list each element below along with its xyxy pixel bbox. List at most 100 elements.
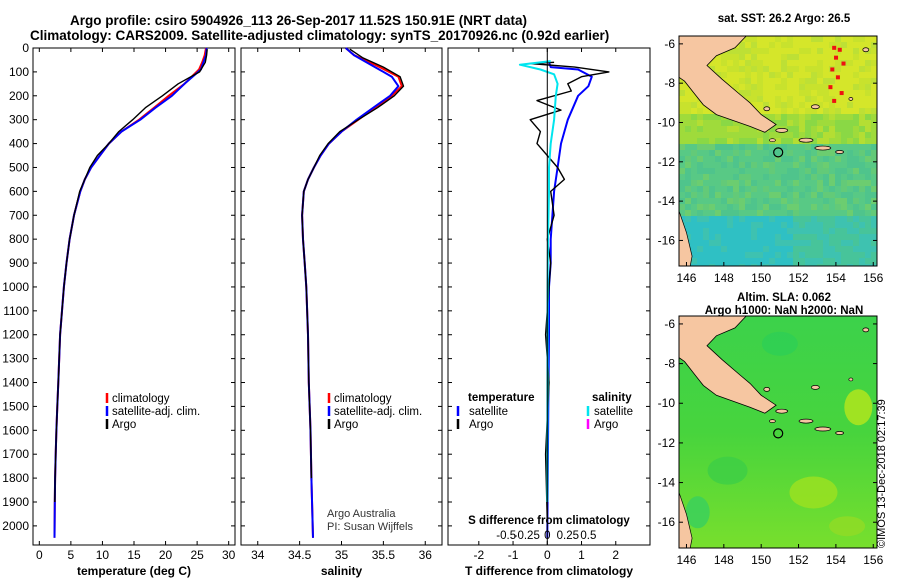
sst-cell — [781, 84, 787, 90]
sst-cell — [763, 204, 769, 210]
sst-cell — [871, 132, 877, 138]
sst-cell — [799, 222, 805, 228]
sst-cell — [715, 204, 721, 210]
sst-cell — [799, 240, 805, 246]
sst-cell — [841, 222, 847, 228]
sst-cell — [769, 246, 775, 252]
sst-cell — [697, 120, 703, 126]
sst-cell — [829, 246, 835, 252]
sst-cell — [787, 198, 793, 204]
sst-cell — [847, 174, 853, 180]
sst-cell — [817, 126, 823, 132]
sst_map-content — [679, 36, 877, 266]
sst-cell — [751, 222, 757, 228]
sst-cell — [763, 258, 769, 264]
sst-cell — [859, 102, 865, 108]
sst-cell — [775, 252, 781, 258]
sst-cell — [703, 138, 709, 144]
sst-cell — [739, 132, 745, 138]
sst-cell — [829, 132, 835, 138]
sst-cell — [691, 222, 697, 228]
sst-cell — [733, 78, 739, 84]
sst-cell — [787, 264, 793, 266]
sst-cell — [769, 102, 775, 108]
sst-cell — [715, 246, 721, 252]
sst-cell — [817, 72, 823, 78]
sst-cell — [871, 222, 877, 228]
sst-cell — [769, 96, 775, 102]
sst-cell — [679, 108, 685, 114]
sst-cell — [781, 36, 787, 42]
sst-cell — [721, 246, 727, 252]
sst-cell — [775, 216, 781, 222]
sst-cell — [811, 42, 817, 48]
sla_map-ytick-label: -12 — [658, 436, 676, 450]
sst-cell — [829, 252, 835, 258]
sst-cell — [769, 108, 775, 114]
sst-cell — [805, 156, 811, 162]
sla_map-ytick-label: -16 — [658, 515, 676, 529]
sst-cell — [691, 156, 697, 162]
sst-cell — [775, 234, 781, 240]
sst-cell — [799, 120, 805, 126]
sst-cell — [709, 258, 715, 264]
differences-xtick-label: 2 — [612, 548, 619, 562]
sst-cell — [823, 114, 829, 120]
sst-cell — [865, 108, 871, 114]
sst-cell — [835, 198, 841, 204]
sst-cell — [805, 126, 811, 132]
sst-cell — [805, 120, 811, 126]
sst-cell — [847, 126, 853, 132]
sst-cell — [733, 174, 739, 180]
sst-cell — [769, 126, 775, 132]
sst-cell — [739, 264, 745, 266]
sla_map-ytick-label: -10 — [658, 396, 676, 410]
sst-cell — [793, 42, 799, 48]
sst-cell — [679, 210, 685, 216]
sst-cell — [715, 228, 721, 234]
sst-cell — [769, 84, 775, 90]
sst-cell — [811, 222, 817, 228]
sst-cell — [847, 90, 853, 96]
sst-cell — [691, 96, 697, 102]
sst-cell — [853, 72, 859, 78]
sst-cell — [745, 228, 751, 234]
sst-cell — [829, 168, 835, 174]
sla-anomaly-blob — [829, 516, 866, 537]
sst-cell — [697, 192, 703, 198]
sst_map-float-marker — [773, 147, 784, 158]
sst-cell — [793, 90, 799, 96]
sst-cell — [799, 174, 805, 180]
sst-cell — [775, 42, 781, 48]
sst-cell — [823, 48, 829, 54]
sst-cell — [793, 198, 799, 204]
salinity-series-0 — [301, 47, 403, 538]
sst-cell — [739, 198, 745, 204]
sst-cell — [757, 48, 763, 54]
sst-cell — [853, 132, 859, 138]
sst-cell — [817, 36, 823, 42]
sst-cell — [709, 246, 715, 252]
sst-cell — [799, 102, 805, 108]
sst-cell — [781, 108, 787, 114]
sst-cell — [787, 54, 793, 60]
sst-cell — [835, 138, 841, 144]
land-island — [848, 97, 854, 101]
sst-cell — [685, 132, 691, 138]
sst-cell — [697, 108, 703, 114]
sst-cell — [679, 96, 685, 102]
sst-cell — [811, 126, 817, 132]
sst-cell — [721, 240, 727, 246]
sst-cell — [811, 78, 817, 84]
sst-cell — [751, 78, 757, 84]
sst-cell — [859, 168, 865, 174]
sst-cell — [811, 144, 817, 150]
sst-cell — [763, 186, 769, 192]
sst-cell — [859, 156, 865, 162]
sst-cell — [685, 120, 691, 126]
sst-cell — [805, 144, 811, 150]
sst-cell — [847, 132, 853, 138]
sst-cell — [829, 150, 835, 156]
sst-cell — [721, 54, 727, 60]
sst-cell — [721, 198, 727, 204]
